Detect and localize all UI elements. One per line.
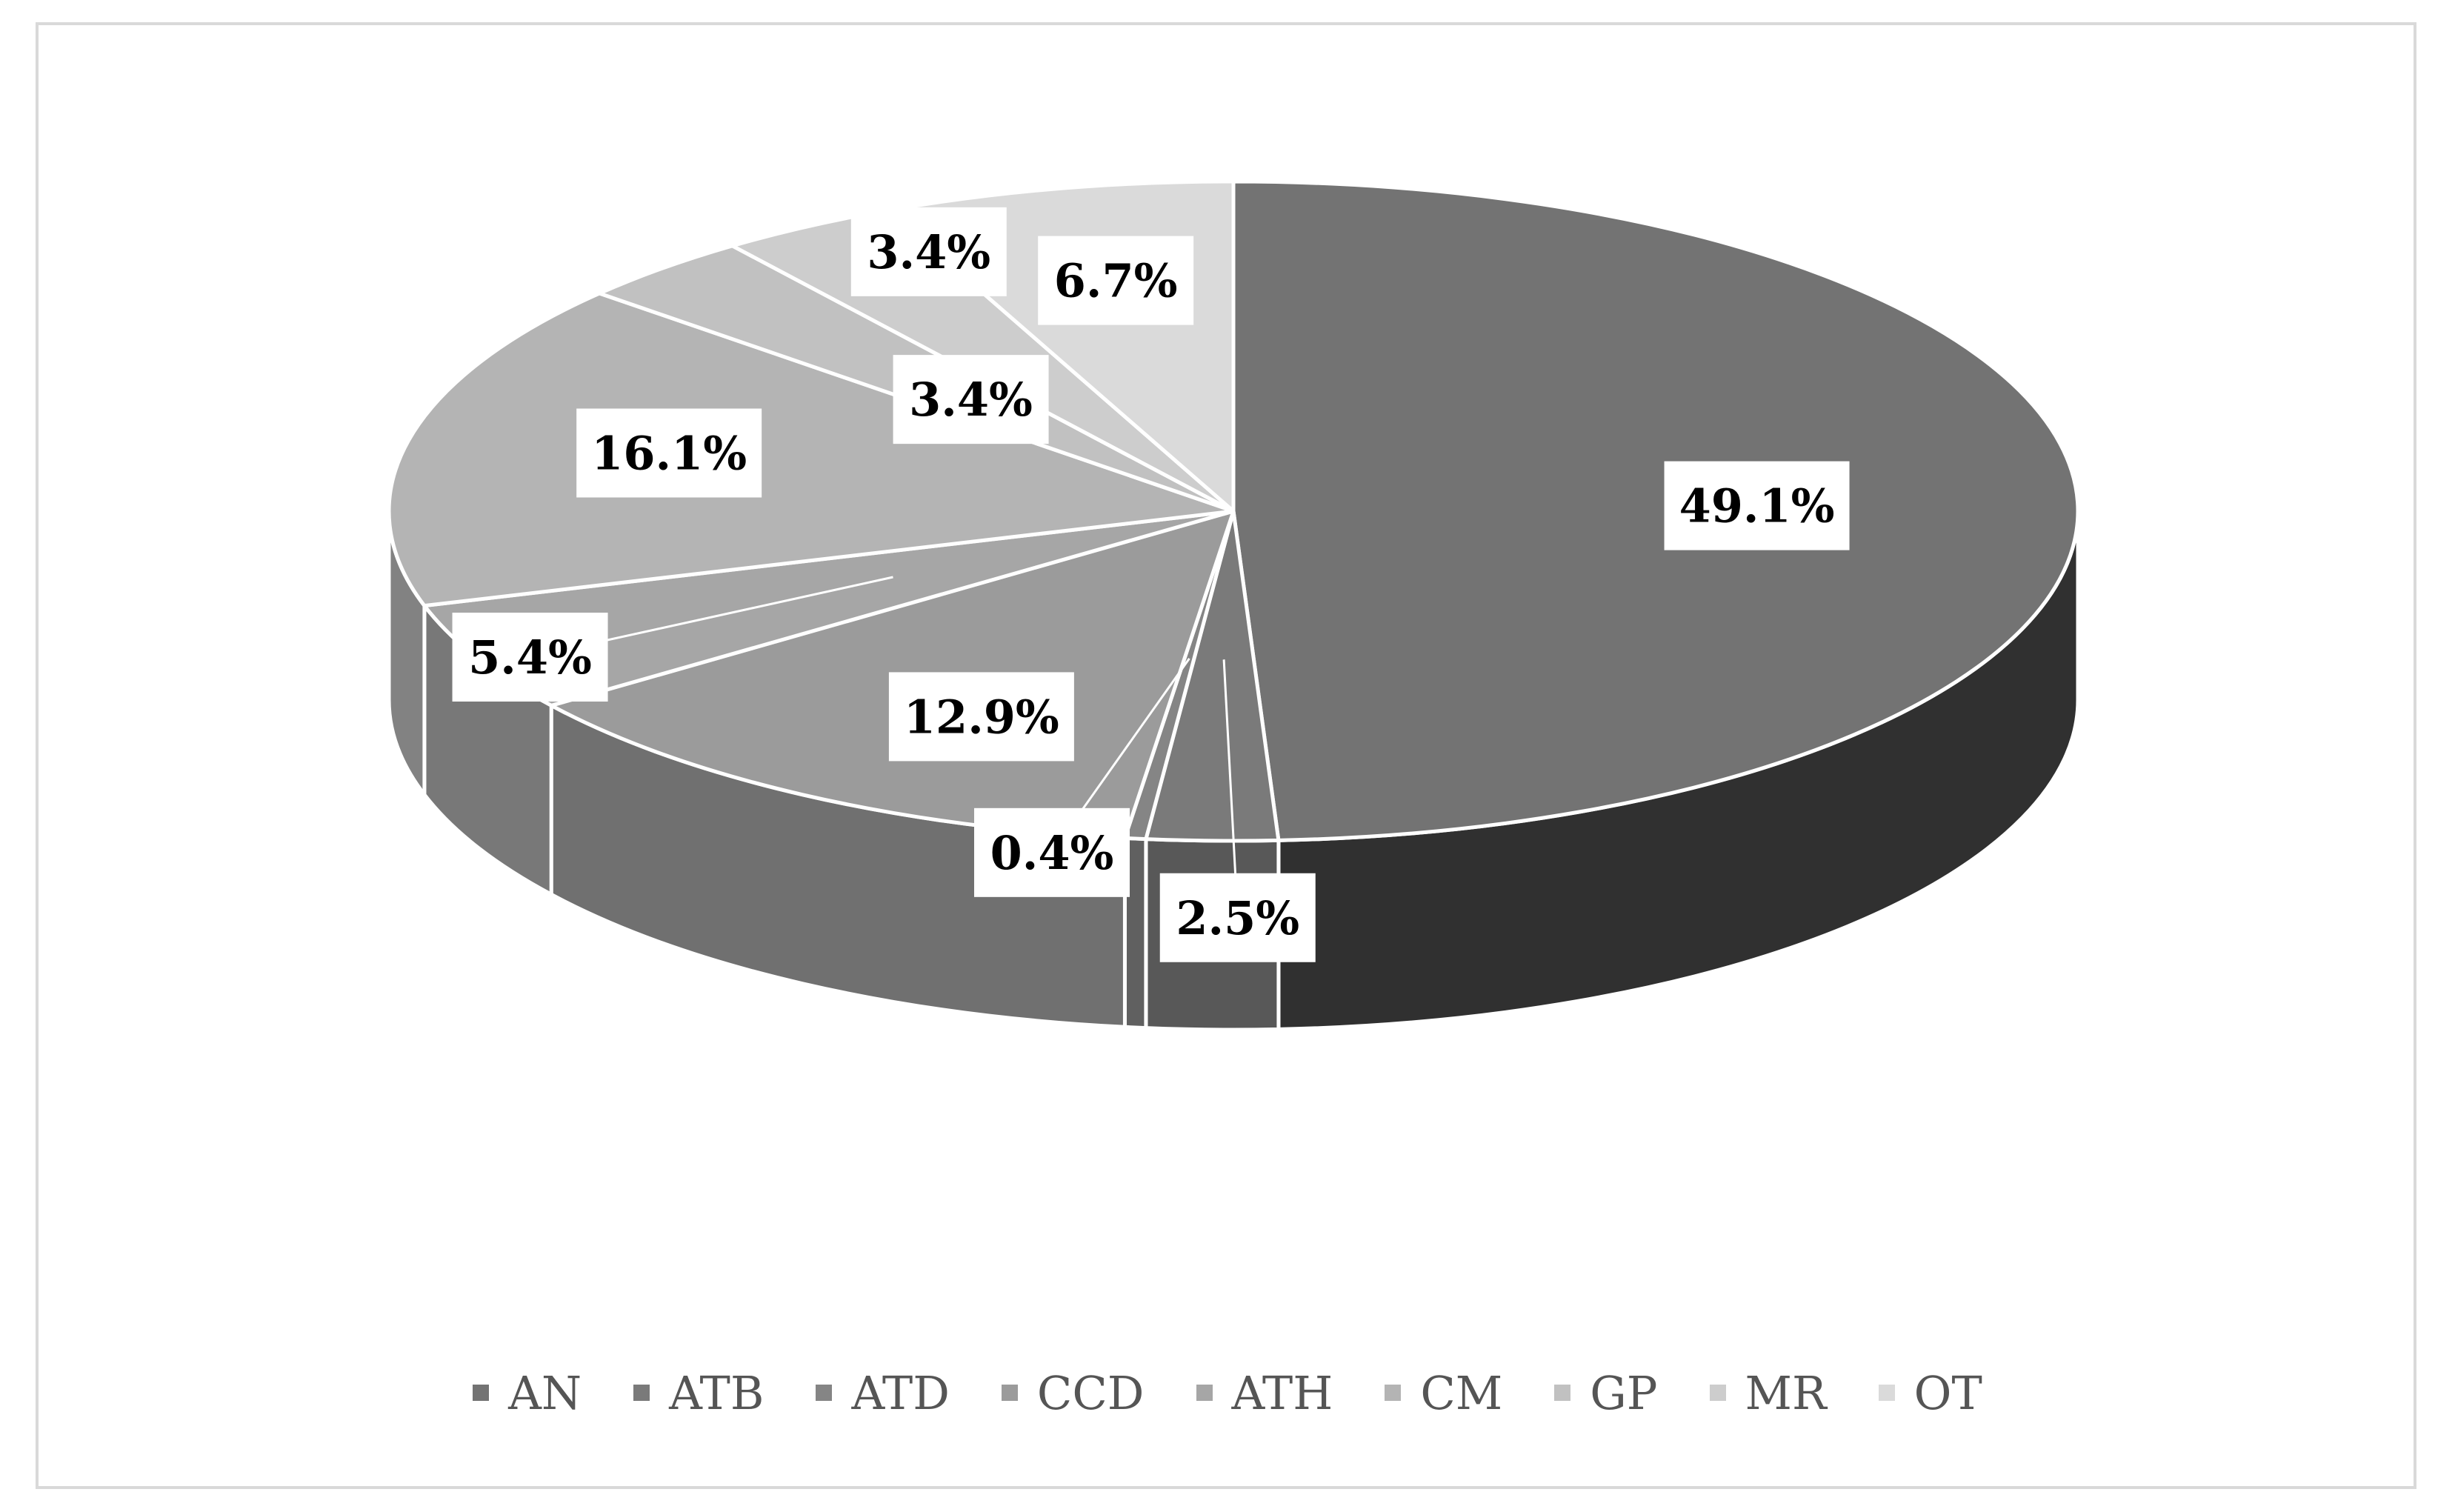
legend-label: AN	[508, 1365, 582, 1420]
legend-item-atd: ATD	[816, 1365, 950, 1420]
data-label-text: 2.5%	[1176, 891, 1299, 945]
data-label-text: 0.4%	[990, 826, 1114, 880]
data-label-text: 3.4%	[909, 373, 1033, 427]
legend-swatch	[1001, 1385, 1018, 1401]
data-label-atb: 2.5%	[1159, 873, 1316, 962]
slice-an	[1231, 179, 2080, 842]
legend-swatch	[816, 1385, 833, 1401]
legend-item-cm: CM	[1385, 1366, 1502, 1420]
data-label-box	[1038, 236, 1194, 325]
legend-label: CCD	[1036, 1365, 1145, 1420]
legend: AN ATB ATD CCD ATH CM GP MR OT	[0, 1359, 2455, 1426]
legend-item-ath: ATH	[1196, 1366, 1333, 1420]
legend-label: GP	[1590, 1365, 1658, 1420]
legend-label: ATB	[669, 1365, 765, 1420]
data-label-an: 49.1%	[1664, 461, 1850, 550]
legend-swatch	[1878, 1385, 1895, 1401]
data-label-text: 6.7%	[1054, 254, 1178, 308]
data-label-box	[576, 408, 762, 498]
data-label-cm: 16.1%	[576, 408, 762, 498]
data-label-text: 49.1%	[1679, 479, 1835, 533]
data-label-ccd: 12.9%	[888, 672, 1074, 762]
slice-cm	[387, 291, 1236, 608]
data-label-box	[888, 672, 1074, 762]
legend-swatch	[1385, 1385, 1402, 1401]
data-labels: 49.1% 2.5% 0.4% 12.9% 5.4% 16.1% 3.4% 3.4% 6.7%	[452, 207, 1850, 962]
legend-label: ATH	[1231, 1365, 1333, 1420]
data-label-ath: 5.4%	[452, 613, 608, 702]
data-label-box	[893, 355, 1049, 444]
data-label-gp: 3.4%	[893, 355, 1049, 444]
legend-swatch	[473, 1385, 490, 1401]
data-label-ot: 6.7%	[1038, 236, 1194, 325]
legend-item-gp: GP	[1554, 1365, 1658, 1420]
data-label-text: 3.4%	[867, 225, 990, 279]
legend-label: ATD	[851, 1365, 950, 1420]
legend-item-ccd: CCD	[1001, 1365, 1145, 1420]
data-label-atd: 0.4%	[974, 807, 1130, 897]
data-label-box	[1159, 873, 1316, 962]
legend-label: CM	[1420, 1365, 1503, 1420]
legend-label: OT	[1913, 1365, 1982, 1420]
data-label-box	[452, 613, 608, 702]
data-label-text: 16.1%	[591, 427, 747, 481]
legend-swatch	[1554, 1385, 1571, 1401]
data-label-text: 12.9%	[904, 690, 1059, 744]
legend-item-ot: OT	[1878, 1365, 1982, 1420]
legend-swatch	[1196, 1385, 1213, 1401]
legend-swatch	[1709, 1385, 1726, 1401]
data-label-mr: 3.4%	[850, 207, 1007, 296]
data-label-box	[1664, 461, 1850, 550]
data-label-text: 5.4%	[468, 630, 592, 685]
legend-item-mr: MR	[1709, 1365, 1827, 1420]
legend-item-an: AN	[473, 1366, 582, 1420]
legend-swatch	[633, 1385, 650, 1401]
data-label-box	[850, 207, 1007, 296]
legend-label: MR	[1745, 1365, 1827, 1420]
data-label-box	[974, 807, 1130, 897]
legend-item-atb: ATB	[633, 1366, 764, 1420]
